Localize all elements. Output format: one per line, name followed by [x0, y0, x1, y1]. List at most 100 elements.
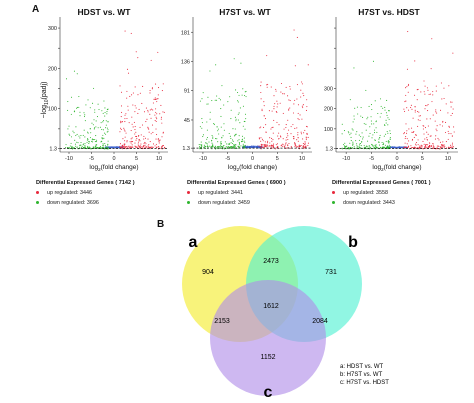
down-point: [220, 142, 222, 144]
down-point: [97, 146, 99, 149]
up-point: [407, 84, 409, 87]
up-point: [130, 138, 132, 140]
up-point: [439, 145, 441, 148]
up-point: [426, 137, 428, 139]
up-point: [148, 146, 150, 148]
down-point: [206, 121, 208, 123]
y-tick-label: 1.3: [325, 146, 333, 152]
ns-point: [252, 145, 254, 147]
up-point: [410, 106, 412, 109]
up-point: [258, 137, 260, 139]
down-point: [350, 136, 352, 139]
ns-point: [247, 145, 249, 147]
up-point: [162, 83, 164, 85]
up-point: [138, 147, 140, 149]
up-point: [130, 32, 132, 34]
down-point: [212, 136, 214, 138]
up-point: [439, 109, 442, 111]
down-point: [107, 140, 109, 142]
down-point: [223, 147, 225, 149]
up-point: [122, 138, 124, 140]
up-point: [297, 146, 299, 148]
up-point: [450, 114, 452, 117]
up-point: [290, 126, 292, 128]
up-point: [305, 137, 307, 139]
down-point: [244, 128, 246, 130]
down-point: [207, 103, 209, 105]
down-point: [83, 115, 86, 118]
up-point: [297, 112, 299, 114]
up-point: [136, 137, 138, 140]
legend-down-label: down regulated: 3443: [343, 200, 395, 206]
down-point: [379, 98, 382, 100]
down-point: [353, 118, 355, 120]
up-point: [154, 145, 156, 147]
up-point: [152, 146, 154, 148]
up-point: [421, 145, 423, 147]
down-point: [230, 109, 232, 111]
down-point: [349, 99, 351, 101]
up-point: [412, 131, 414, 133]
up-point: [160, 104, 162, 107]
down-point: [80, 144, 82, 146]
down-point: [79, 115, 81, 117]
up-point: [276, 100, 278, 102]
down-point: [242, 125, 244, 127]
up-point: [277, 103, 279, 105]
up-point: [288, 109, 290, 111]
up-point: [299, 145, 302, 147]
up-point: [418, 111, 420, 113]
down-point: [230, 118, 232, 120]
up-point: [415, 144, 417, 146]
down-point: [366, 145, 368, 147]
down-point: [237, 145, 239, 147]
down-point: [217, 128, 219, 130]
down-point: [105, 147, 107, 149]
down-point: [230, 145, 232, 148]
up-point: [406, 138, 408, 140]
up-point: [451, 142, 454, 144]
up-point: [148, 131, 150, 133]
up-point: [447, 138, 449, 140]
y-tick-label: 200: [48, 66, 57, 72]
up-point: [450, 133, 452, 135]
down-point: [88, 141, 90, 143]
down-point: [206, 103, 208, 105]
up-point: [413, 136, 415, 139]
down-point: [212, 143, 214, 145]
up-point: [282, 112, 284, 114]
up-point: [436, 130, 438, 132]
up-point: [406, 68, 408, 70]
down-point: [389, 132, 391, 135]
down-point: [92, 87, 95, 89]
up-point: [132, 104, 134, 106]
down-point: [78, 106, 80, 108]
down-point: [76, 73, 78, 75]
up-point: [430, 145, 432, 147]
down-point: [107, 146, 109, 148]
up-point: [403, 108, 405, 110]
down-point: [358, 145, 360, 147]
up-point: [273, 108, 275, 110]
up-point: [286, 147, 288, 149]
down-point: [84, 136, 86, 138]
down-point: [379, 116, 381, 118]
up-point: [450, 146, 452, 148]
down-point: [233, 143, 235, 146]
down-point: [351, 128, 353, 130]
up-point: [301, 83, 303, 85]
volcano-3-title: H7ST vs. HDST: [358, 7, 420, 17]
up-point: [131, 144, 133, 146]
up-point: [406, 107, 408, 109]
down-point: [234, 135, 236, 137]
legend-down: down regulated: 3459: [187, 200, 286, 206]
up-point: [137, 141, 140, 143]
down-point: [215, 64, 217, 66]
down-point: [201, 122, 203, 124]
up-point: [280, 82, 283, 85]
ns-point: [113, 146, 115, 148]
down-point: [221, 137, 223, 139]
legend-up-label: up regulated: 3558: [343, 190, 388, 196]
up-point: [430, 146, 432, 148]
down-point: [75, 126, 77, 128]
